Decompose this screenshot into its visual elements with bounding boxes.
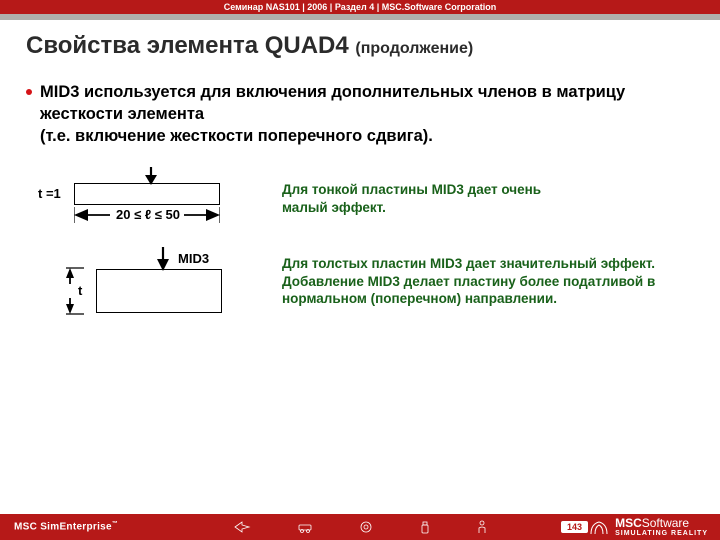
thickness-label: t [78, 283, 82, 298]
brand-msc: MSC [615, 516, 642, 530]
caption-thin-plate: Для тонкой пластины MID3 дает очень малы… [282, 181, 582, 216]
target-icon [359, 520, 373, 534]
bullet-dot-icon [26, 89, 32, 95]
person-icon [477, 520, 487, 534]
msc-logo-icon [589, 518, 609, 536]
title-main: Свойства элемента QUAD4 [26, 32, 355, 59]
car-icon [297, 520, 313, 534]
load-arrow-icon [154, 247, 172, 276]
thickness-label: t =1 [38, 186, 61, 201]
footer-brand-right: MSCSoftware SIMULATING REALITY [589, 517, 708, 537]
length-range-label: 20 ≤ ℓ ≤ 50 [116, 207, 180, 222]
brand-simenterprise: MSC SimEnterprise™ [14, 521, 118, 532]
brand-software: Software [642, 516, 689, 530]
content-area: Свойства элемента QUAD4 (продолжение) MI… [0, 20, 720, 395]
brand-tagline: SIMULATING REALITY [615, 530, 708, 537]
header-bar: Семинар NAS101 | 2006 | Раздел 4 | MSC.S… [0, 0, 720, 14]
page-number: 143 [561, 521, 588, 533]
diagram-thick-plate: MID3 t [96, 269, 222, 313]
title-sub: (продолжение) [355, 40, 473, 57]
diagram-thin-plate: t =1 20 ≤ ℓ ≤ 50 [74, 183, 220, 205]
footer-bar: MSC SimEnterprise™ 143 MSCSoftware SIMUL… [0, 514, 720, 540]
header-text: Семинар NAS101 | 2006 | Раздел 4 | MSC.S… [224, 2, 497, 12]
footer-brand-left: MSC SimEnterprise™ [0, 521, 118, 532]
bullet-text: MID3 используется для включения дополнит… [40, 82, 694, 147]
bullet-item: MID3 используется для включения дополнит… [26, 82, 694, 147]
bottle-icon [419, 520, 431, 534]
bullet-line2: (т.е. включение жесткости поперечного сд… [40, 127, 433, 145]
load-arrow-icon [142, 167, 160, 190]
plane-icon [233, 520, 251, 534]
page-title: Свойства элемента QUAD4 (продолжение) [26, 32, 694, 60]
thickness-dim-arrows [66, 267, 88, 320]
diagram-area: t =1 20 ≤ ℓ ≤ 50 Для тонкой пластины MID… [26, 175, 694, 395]
bullet-line1: MID3 используется для включения дополнит… [40, 83, 625, 123]
mid3-label: MID3 [178, 251, 209, 266]
caption-thick-plate: Для толстых пластин MID3 дает значительн… [282, 255, 682, 308]
